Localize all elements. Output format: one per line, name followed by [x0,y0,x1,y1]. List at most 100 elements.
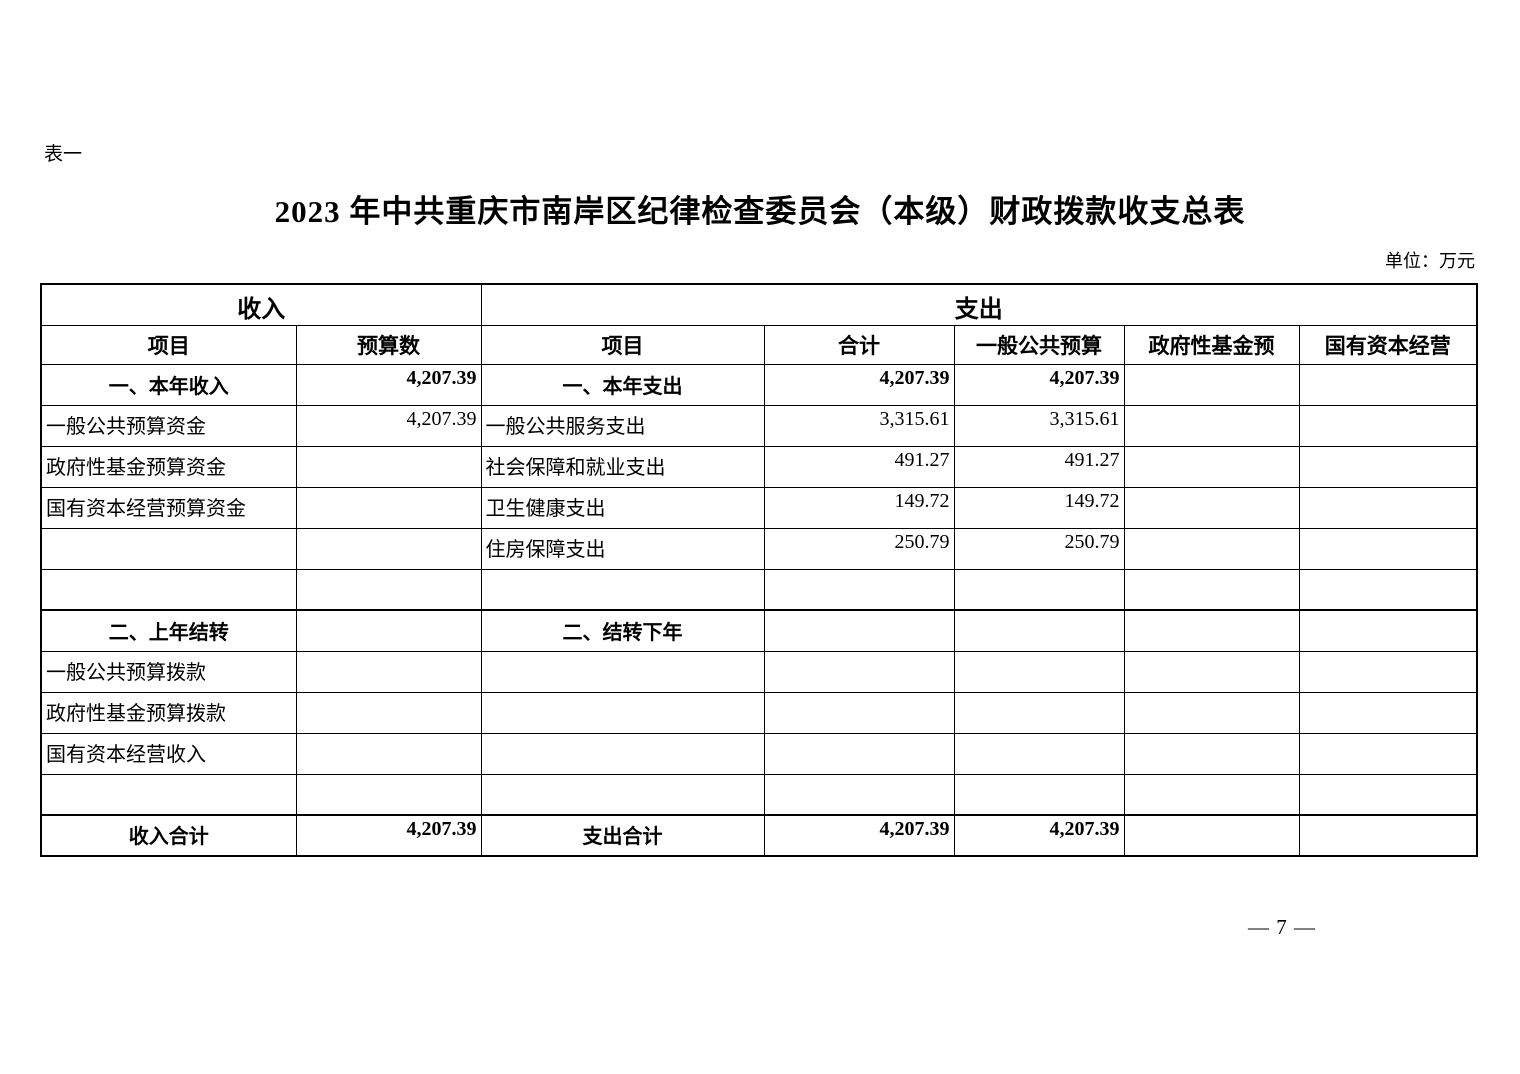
expense-total-cell [763,609,955,652]
income-budget-cell [295,650,482,693]
table-row: 国有资本经营收入 [40,732,1478,775]
income-item-cell: 一般公共预算资金 [40,404,297,447]
expense-item-cell: 卫生健康支出 [480,486,765,529]
expense-gov-fund-cell [1123,691,1300,734]
income-item-cell: 国有资本经营预算资金 [40,486,297,529]
table-row-totals: 收入合计 4,207.39 支出合计 4,207.39 4,207.39 [40,814,1478,857]
expense-state-capital-cell [1298,773,1478,816]
expense-item-cell: 一、本年支出 [480,363,765,406]
expense-total-cell: 4,207.39 [763,363,955,406]
expense-general-budget-cell: 3,315.61 [953,404,1125,447]
col-header-gov-fund-budget: 政府性基金预 [1123,324,1300,365]
expense-general-budget-cell [953,773,1125,816]
col-header-income-budget: 预算数 [295,324,482,365]
expense-item-cell [480,568,765,611]
expense-gov-fund-cell [1123,527,1300,570]
income-item-cell [40,527,297,570]
income-budget-cell [295,568,482,611]
table-row: 国有资本经营预算资金 卫生健康支出 149.72 149.72 [40,486,1478,529]
income-budget-cell: 4,207.39 [295,363,482,406]
expense-state-capital-cell [1298,691,1478,734]
expense-state-capital-cell [1298,363,1478,406]
expense-item-cell [480,773,765,816]
expense-total-cell [763,691,955,734]
expense-gov-fund-cell [1123,650,1300,693]
expense-item-cell: 二、结转下年 [480,609,765,652]
table-row: 住房保障支出 250.79 250.79 [40,527,1478,570]
income-budget-cell [295,527,482,570]
unit-label: 单位：万元 [1385,251,1475,271]
col-header-general-public-budget: 一般公共预算 [953,324,1125,365]
income-item-cell: 二、上年结转 [40,609,297,652]
income-item-cell: 一、本年收入 [40,363,297,406]
expense-general-budget-cell: 250.79 [953,527,1125,570]
expense-total-cell: 149.72 [763,486,955,529]
group-header-row: 收入 支出 [40,283,1478,326]
table-row: 政府性基金预算资金 社会保障和就业支出 491.27 491.27 [40,445,1478,488]
expense-item-cell: 社会保障和就业支出 [480,445,765,488]
expense-total-cell [763,732,955,775]
table-row: 一般公共预算资金 4,207.39 一般公共服务支出 3,315.61 3,31… [40,404,1478,447]
expense-item-cell [480,732,765,775]
expense-total-cell [763,568,955,611]
expense-total-cell [763,650,955,693]
expense-state-capital-cell [1298,609,1478,652]
expense-item-cell: 一般公共服务支出 [480,404,765,447]
expense-item-cell: 住房保障支出 [480,527,765,570]
expense-general-budget-cell [953,609,1125,652]
expense-total-cell [763,773,955,816]
income-item-cell: 政府性基金预算拨款 [40,691,297,734]
expense-item-cell [480,650,765,693]
expense-total-value-cell: 4,207.39 [763,814,955,857]
column-header-row: 项目 预算数 项目 合计 一般公共预算 政府性基金预 国有资本经营 [40,324,1478,365]
table-row [40,568,1478,611]
expense-total-cell: 250.79 [763,527,955,570]
expense-gov-fund-total-cell [1123,814,1300,857]
expense-state-capital-cell [1298,527,1478,570]
table-row: 二、上年结转 二、结转下年 [40,609,1478,652]
expense-total-cell: 491.27 [763,445,955,488]
col-header-state-capital: 国有资本经营 [1298,324,1478,365]
expense-state-capital-cell [1298,486,1478,529]
page-title: 2023 年中共重庆市南岸区纪律检查委员会（本级）财政拨款收支总表 [274,194,1246,229]
expense-general-budget-cell: 149.72 [953,486,1125,529]
expense-general-budget-cell [953,568,1125,611]
expense-gov-fund-cell [1123,486,1300,529]
income-item-cell: 政府性基金预算资金 [40,445,297,488]
expense-gov-fund-cell [1123,445,1300,488]
expense-general-budget-cell: 491.27 [953,445,1125,488]
income-budget-cell [295,773,482,816]
income-budget-cell [295,691,482,734]
expense-gov-fund-cell [1123,568,1300,611]
expense-state-capital-cell [1298,732,1478,775]
income-item-cell [40,773,297,816]
expense-state-capital-cell [1298,404,1478,447]
expense-general-budget-cell: 4,207.39 [953,363,1125,406]
income-item-cell: 一般公共预算拨款 [40,650,297,693]
income-budget-cell: 4,207.39 [295,404,482,447]
expense-state-capital-cell [1298,568,1478,611]
expense-group-header: 支出 [480,283,1478,326]
income-budget-cell [295,732,482,775]
income-group-header: 收入 [40,283,482,326]
table-row [40,773,1478,816]
income-total-value-cell: 4,207.39 [295,814,482,857]
table-row: 一般公共预算拨款 [40,650,1478,693]
income-budget-cell [295,486,482,529]
table-row: 政府性基金预算拨款 [40,691,1478,734]
expense-gov-fund-cell [1123,609,1300,652]
expense-gov-fund-cell [1123,732,1300,775]
expense-gov-fund-cell [1123,404,1300,447]
col-header-expense-total: 合计 [763,324,955,365]
expense-state-capital-total-cell [1298,814,1478,857]
expense-general-total-cell: 4,207.39 [953,814,1125,857]
sheet-tag: 表一 [44,144,83,165]
expense-item-cell [480,691,765,734]
expense-state-capital-cell [1298,445,1478,488]
expense-gov-fund-cell [1123,363,1300,406]
income-budget-cell [295,445,482,488]
page-number: — 7 — [1248,915,1316,939]
income-item-cell: 国有资本经营收入 [40,732,297,775]
col-header-income-item: 项目 [40,324,297,365]
